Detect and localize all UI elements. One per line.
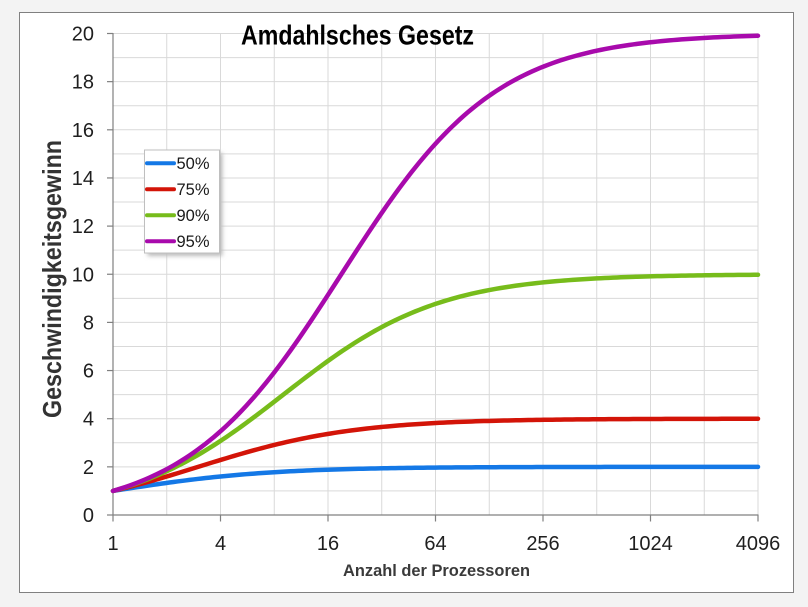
svg-text:4096: 4096 [736,533,781,555]
svg-text:1024: 1024 [628,533,673,555]
svg-text:14: 14 [72,168,94,190]
svg-text:8: 8 [83,312,94,334]
svg-text:90%: 90% [177,207,210,225]
svg-text:95%: 95% [177,233,210,251]
svg-text:6: 6 [83,361,94,383]
svg-text:1: 1 [107,533,118,555]
svg-text:0: 0 [83,505,94,527]
svg-text:Anzahl der Prozessoren: Anzahl der Prozessoren [343,562,530,580]
svg-text:16: 16 [72,120,94,142]
svg-text:Amdahlsches Gesetz: Amdahlsches Gesetz [241,20,474,51]
svg-text:64: 64 [424,533,446,555]
svg-text:18: 18 [72,72,94,94]
svg-text:4: 4 [215,533,226,555]
svg-text:256: 256 [526,533,559,555]
svg-text:75%: 75% [177,181,210,199]
svg-text:50%: 50% [177,155,210,173]
svg-text:2: 2 [83,457,94,479]
svg-text:10: 10 [72,264,94,286]
svg-text:Geschwindigkeitsgewinn: Geschwindigkeitsgewinn [37,140,67,418]
svg-text:4: 4 [83,409,94,431]
svg-text:20: 20 [72,24,94,46]
svg-text:12: 12 [72,216,94,238]
svg-text:16: 16 [317,533,339,555]
